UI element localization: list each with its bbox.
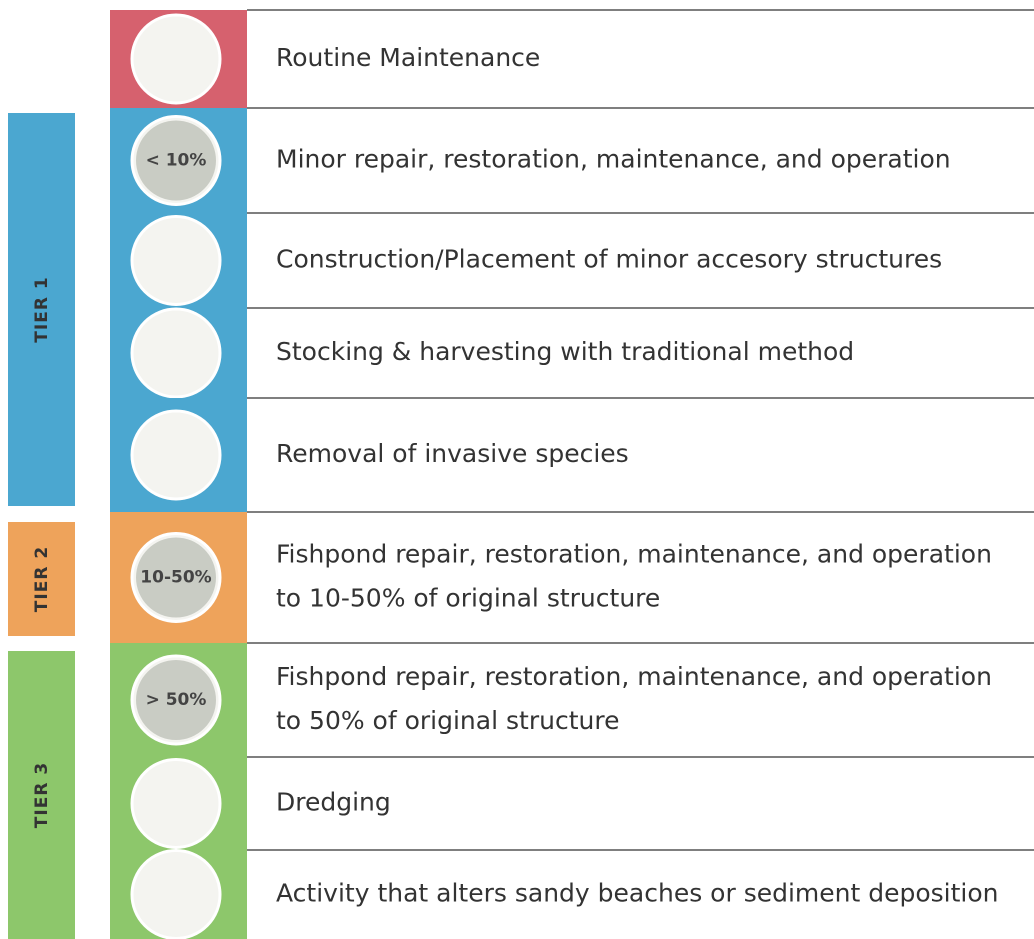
icon-rocks [136, 660, 216, 740]
row-text: Stocking & harvesting with traditional m… [276, 337, 854, 366]
tier-label: TIER 2 [32, 546, 52, 612]
row-text: Dredging [276, 788, 391, 817]
tier-bar [8, 651, 75, 939]
icon-label: 10-50% [140, 568, 211, 588]
tier-label: TIER 1 [32, 276, 52, 342]
tier-label: TIER 3 [32, 762, 52, 828]
icon-label: > 50% [146, 690, 207, 710]
row-text: to 10-50% of original structure [276, 584, 660, 613]
icon [130, 307, 222, 399]
icon [130, 758, 222, 849]
icon [130, 849, 222, 939]
tier-bar [8, 522, 75, 636]
row-text: Fishpond repair, restoration, maintenanc… [276, 540, 992, 569]
row-text: Construction/Placement of minor accesory… [276, 245, 942, 274]
row-text: Minor repair, restoration, maintenance, … [276, 145, 951, 174]
icon [130, 13, 222, 105]
icon-rocks [136, 537, 216, 618]
row-text: Fishpond repair, restoration, maintenanc… [276, 662, 992, 691]
icon [130, 215, 222, 306]
row-text: Routine Maintenance [276, 43, 540, 72]
icon [130, 409, 222, 501]
row-text: Activity that alters sandy beaches or se… [276, 879, 999, 908]
row-text: to 50% of original structure [276, 706, 619, 735]
row-text: Removal of invasive species [276, 439, 629, 468]
icon-label: < 10% [146, 151, 207, 171]
icon-rocks [136, 120, 216, 201]
tier-bar [8, 113, 75, 506]
